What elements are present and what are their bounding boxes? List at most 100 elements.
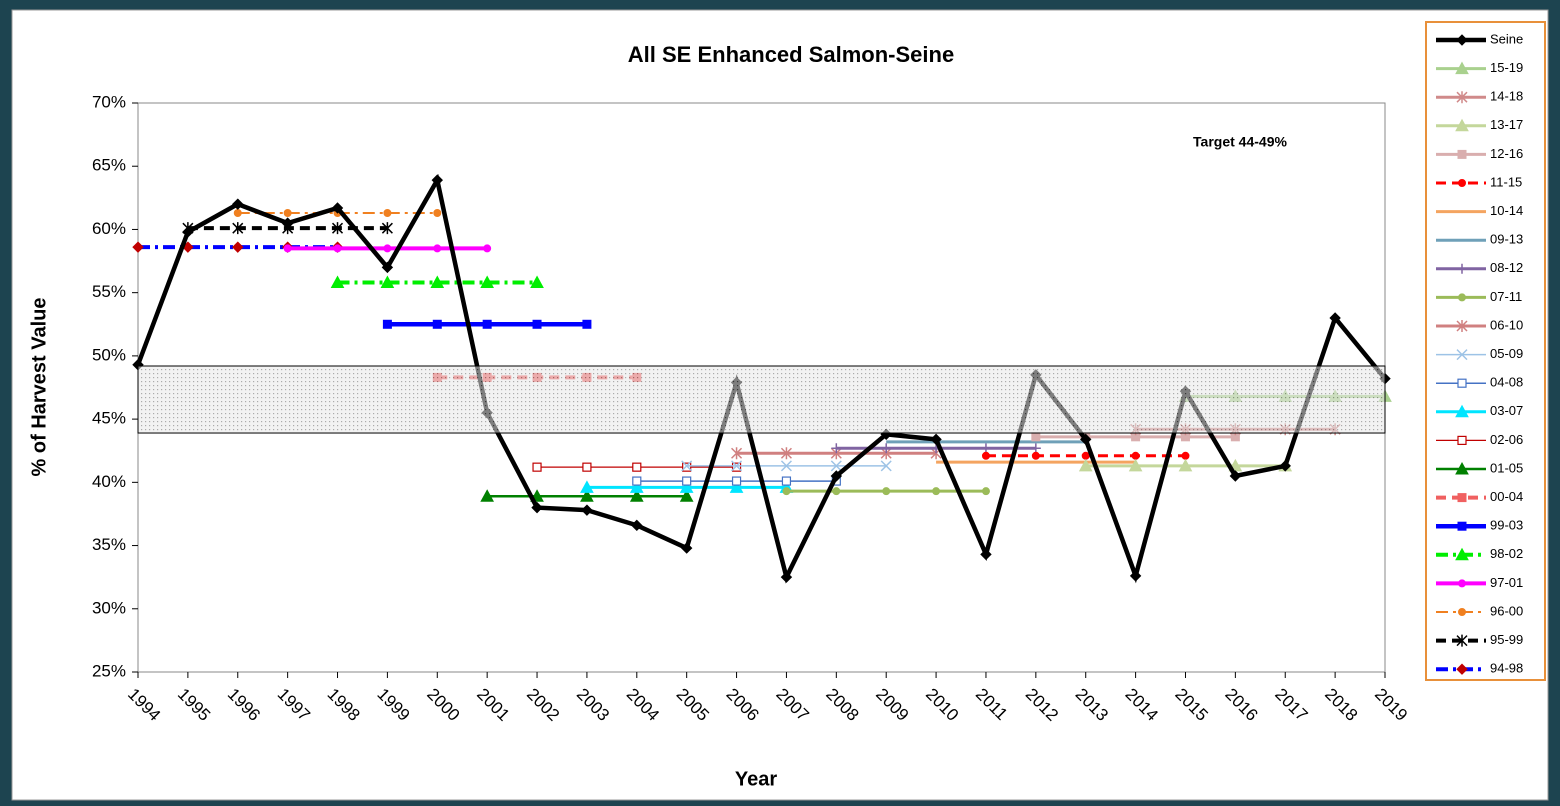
- marker: [333, 244, 342, 253]
- marker: [530, 275, 544, 289]
- marker: [731, 447, 743, 460]
- marker: [1229, 470, 1242, 482]
- marker: [830, 470, 843, 482]
- y-tick-label: 50%: [92, 345, 126, 364]
- marker: [731, 476, 742, 486]
- marker: [1455, 547, 1469, 561]
- marker: [431, 174, 443, 186]
- marker: [782, 487, 791, 496]
- marker: [731, 462, 742, 472]
- marker: [981, 487, 990, 496]
- marker: [629, 480, 644, 493]
- marker: [682, 476, 692, 486]
- marker: [483, 244, 492, 253]
- marker: [232, 241, 244, 253]
- marker: [381, 261, 394, 274]
- marker: [233, 209, 242, 218]
- legend-label: 10-14: [1490, 203, 1523, 218]
- marker: [681, 460, 693, 472]
- y-tick-label: 40%: [92, 472, 126, 491]
- marker: [1131, 451, 1140, 460]
- y-tick-label: 30%: [92, 598, 126, 617]
- legend-label: 09-13: [1490, 232, 1523, 247]
- legend-label: 99-03: [1490, 518, 1523, 533]
- legend-label: 11-15: [1490, 174, 1522, 189]
- marker: [380, 275, 395, 289]
- legend-label: 02-06: [1490, 432, 1523, 447]
- marker: [232, 222, 244, 235]
- marker: [582, 462, 592, 472]
- marker: [283, 244, 292, 253]
- marker: [132, 241, 144, 253]
- marker: [1457, 521, 1467, 531]
- marker: [1456, 91, 1468, 104]
- marker: [1129, 570, 1142, 582]
- legend-label: 00-04: [1490, 489, 1523, 504]
- target-band: [137, 365, 1386, 434]
- marker: [580, 489, 594, 502]
- legend-label: 05-09: [1490, 346, 1523, 361]
- legend-label: Seine: [1490, 31, 1523, 46]
- marker: [1456, 349, 1468, 361]
- marker: [1181, 451, 1190, 460]
- marker: [1178, 458, 1193, 472]
- marker: [1030, 443, 1041, 454]
- marker: [1456, 663, 1468, 675]
- marker: [531, 501, 543, 514]
- marker: [383, 209, 392, 218]
- marker: [1455, 404, 1469, 418]
- legend-label: 97-01: [1490, 575, 1523, 590]
- y-tick-label: 35%: [92, 535, 126, 554]
- legend-label: 96-00: [1490, 603, 1523, 618]
- legend-label: 12-16: [1490, 146, 1523, 161]
- marker: [882, 487, 891, 496]
- marker: [482, 319, 492, 329]
- marker: [582, 319, 592, 329]
- marker: [382, 319, 392, 329]
- marker: [1458, 179, 1466, 187]
- marker: [1279, 460, 1291, 472]
- marker: [680, 542, 693, 554]
- marker: [1457, 149, 1467, 159]
- marker: [780, 447, 792, 460]
- marker: [1455, 461, 1469, 475]
- marker: [283, 209, 292, 218]
- y-tick-label: 60%: [92, 219, 126, 238]
- legend-label: 03-07: [1490, 403, 1523, 418]
- chart-title: All SE Enhanced Salmon-Seine: [628, 42, 954, 67]
- marker: [930, 433, 942, 446]
- legend-label: 94-98: [1490, 661, 1523, 676]
- marker: [881, 443, 892, 454]
- marker: [433, 244, 442, 253]
- marker: [1456, 320, 1468, 332]
- marker: [632, 476, 642, 486]
- marker: [780, 460, 792, 472]
- legend-label: 04-08: [1490, 375, 1523, 390]
- marker: [981, 451, 990, 460]
- marker: [1455, 61, 1469, 75]
- y-tick-label: 25%: [92, 661, 126, 680]
- marker: [1457, 378, 1467, 388]
- marker: [1458, 579, 1466, 588]
- marker: [980, 548, 992, 561]
- marker: [932, 487, 941, 496]
- marker: [1456, 634, 1468, 647]
- legend-label: 14-18: [1490, 89, 1523, 104]
- marker: [432, 319, 442, 329]
- y-tick-label: 55%: [92, 282, 126, 301]
- marker: [632, 462, 642, 472]
- marker: [682, 462, 692, 472]
- marker: [832, 487, 841, 496]
- marker: [433, 209, 442, 218]
- marker: [1031, 451, 1040, 460]
- legend-label: 15-19: [1490, 60, 1523, 75]
- marker: [1081, 451, 1090, 460]
- legend-label: 08-12: [1490, 260, 1523, 275]
- marker: [581, 504, 593, 516]
- marker: [781, 476, 792, 486]
- marker: [780, 571, 793, 583]
- marker: [1031, 432, 1041, 442]
- marker: [381, 222, 393, 235]
- legend-label: 98-02: [1490, 546, 1523, 561]
